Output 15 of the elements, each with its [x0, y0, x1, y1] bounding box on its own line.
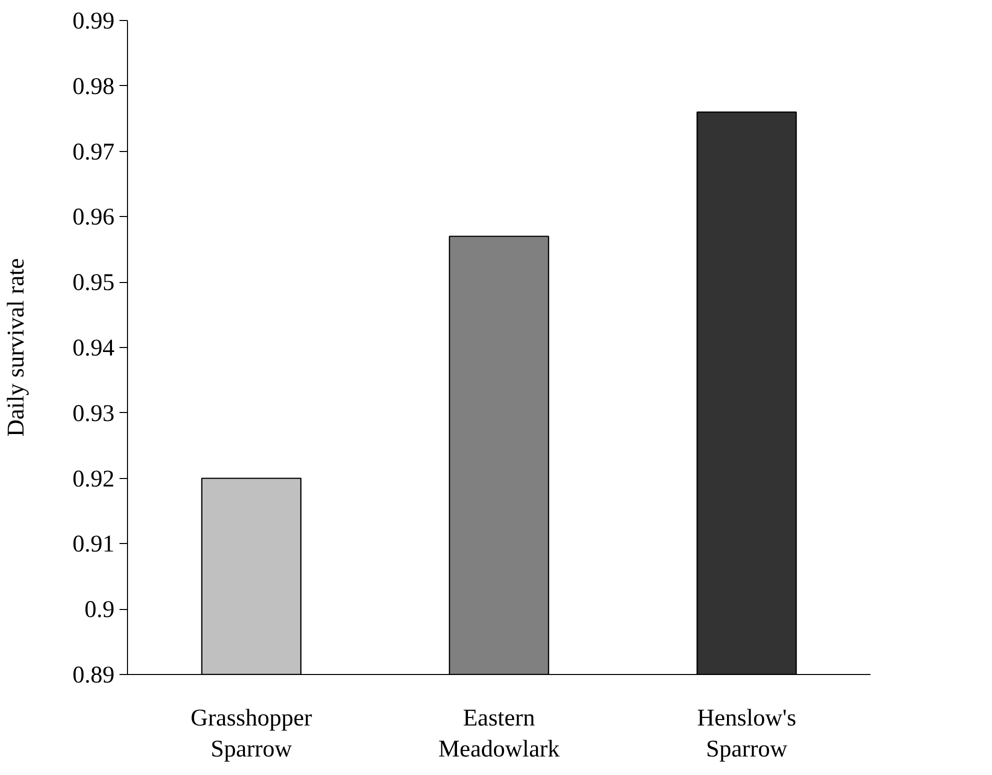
- y-tick-label: 0.96: [72, 204, 114, 231]
- x-tick-label: Grasshopper Sparrow: [190, 706, 312, 763]
- y-tick-label: 0.95: [72, 270, 114, 296]
- y-tick-label: 0.9: [84, 597, 114, 624]
- y-tick-label: 0.92: [72, 466, 114, 492]
- y-tick-label: 0.89: [72, 662, 114, 688]
- y-tick-label: 0.94: [72, 336, 114, 362]
- x-tick-label: Eastern Meadowlark: [438, 706, 560, 763]
- y-tick-label: 0.97: [72, 139, 114, 166]
- y-tick-label: 0.93: [72, 400, 114, 427]
- y-tick-label: 0.99: [72, 8, 114, 34]
- y-tick-label: 0.98: [72, 74, 114, 100]
- y-tick-label: 0.91: [72, 532, 114, 558]
- y-axis-title: Daily survival rate: [4, 258, 30, 437]
- x-tick-label: Henslow's Sparrow: [697, 706, 796, 763]
